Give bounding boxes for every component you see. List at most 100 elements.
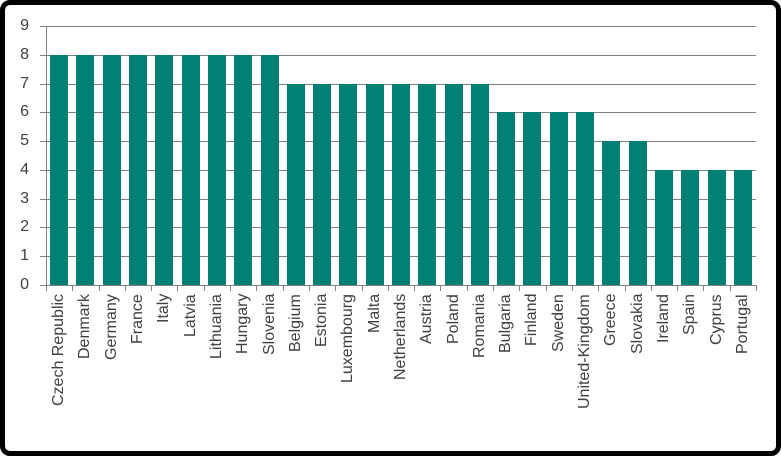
bar [129,54,148,285]
bar [260,54,279,285]
x-tick-label: Greece [602,294,620,347]
x-tick-label: Portugal [733,294,751,354]
x-tick-label: Sweden [549,294,567,352]
y-axis-tick [40,83,46,85]
x-axis-tick [519,285,521,291]
x-tick-label: Spain [681,294,699,335]
x-axis-tick [256,285,258,291]
bars-layer [5,5,776,451]
gridline [46,285,756,286]
x-axis-tick [387,285,389,291]
y-tick-label: 5 [20,132,29,150]
x-axis-tick [335,285,337,291]
bar [50,54,69,285]
bar [654,169,673,285]
x-tick-label: Hungary [234,294,252,355]
y-axis-tick [40,227,46,229]
x-axis-tick [729,285,731,291]
y-tick-label: 4 [20,160,29,178]
gridline [46,26,756,27]
bar [470,83,489,285]
x-tick-label: Latvia [181,294,199,337]
bar [313,83,332,285]
bar [365,83,384,285]
x-axis-tick [203,285,205,291]
x-axis-tick [46,285,47,291]
bar [339,83,358,285]
bar [207,54,226,285]
axis-labels-layer: 0 1 2 3 4 5 6 7 8 9 Czech Republic Denmark Germany Fr… [5,5,776,451]
x-tick-label: Luxembourg [339,294,357,383]
x-axis-tick [545,285,547,291]
y-axis-tick [40,169,46,171]
x-tick-label: Ireland [654,294,672,343]
x-axis-tick [571,285,573,291]
bar [181,54,200,285]
y-axis-line [46,26,47,291]
bar [155,54,174,285]
x-tick-label: Denmark [76,294,94,359]
y-tick-label: 3 [20,189,29,207]
x-tick-label: Germany [102,294,120,360]
bar [497,112,516,285]
x-axis-tick [72,285,74,291]
y-axis-tick [40,54,46,56]
axes-layer [5,5,776,451]
x-tick-label: Austria [418,294,436,344]
x-axis-tick [650,285,652,291]
bar [286,83,305,285]
bar [576,112,595,285]
x-tick-label: Italy [155,294,173,324]
y-axis-tick [40,112,46,114]
x-tick-label: Czech Republic [50,294,68,407]
bar [681,169,700,285]
x-tick-label: Estonia [313,294,331,348]
x-axis-tick [756,285,757,291]
bar [707,169,726,285]
bar [76,54,95,285]
x-tick-label: Netherlands [392,294,409,381]
x-axis-tick [308,285,310,291]
x-axis-tick [703,285,705,291]
y-tick-label: 6 [20,103,29,121]
x-axis-tick [440,285,442,291]
y-tick-label: 2 [20,218,29,236]
bar [418,83,437,285]
bar [549,112,568,285]
bar [102,54,121,285]
bar [444,83,463,285]
y-tick-label: 1 [20,247,29,265]
x-axis-tick [282,285,284,291]
bar [392,83,410,285]
x-axis-tick [624,285,626,291]
y-axis-tick [40,256,46,258]
x-tick-label: Cyprus [707,294,725,345]
x-tick-label: Belgium [286,294,304,352]
x-axis-tick [466,285,468,291]
bar-chart: 0 1 2 3 4 5 6 7 8 9 Czech Republic Denmark Germany Fr… [5,5,776,451]
x-tick-label: Poland [444,294,462,344]
y-tick-label: 9 [20,17,29,34]
x-tick-label: Lithuania [207,294,225,359]
x-axis-tick [493,285,495,291]
x-tick-label: Slovakia [628,294,646,355]
x-tick-label: Finland [523,294,541,347]
y-axis-tick [40,285,46,286]
y-axis-tick [40,141,46,143]
x-tick-label: Slovenia [260,294,278,356]
x-tick-label: United-Kingdom [576,294,594,409]
x-axis-tick [177,285,179,291]
bar [523,112,542,285]
x-axis-tick [98,285,100,291]
x-tick-label: Romania [470,294,488,359]
y-tick-label: 0 [20,276,29,293]
x-axis-tick [124,285,126,291]
x-axis-tick [414,285,416,291]
y-axis-tick [40,26,46,27]
bar [733,169,752,285]
x-tick-label: Malta [365,294,383,334]
bar [602,141,621,285]
gridline [46,54,756,56]
x-axis-tick [361,285,363,291]
